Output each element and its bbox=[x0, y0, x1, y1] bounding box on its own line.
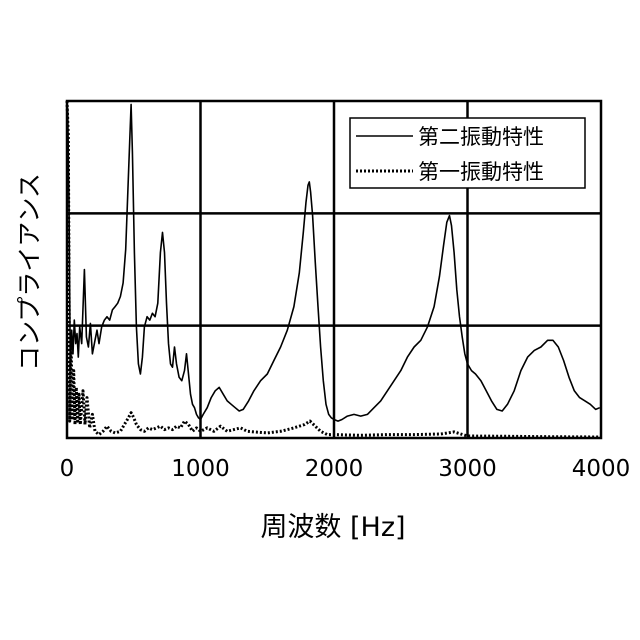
x-tick-labels: 0 1000 2000 3000 4000 bbox=[60, 456, 631, 482]
x-tick-label: 2000 bbox=[305, 456, 364, 482]
x-tick-label: 1000 bbox=[171, 456, 230, 482]
x-tick-label: 3000 bbox=[438, 456, 497, 482]
legend: 第二振動特性 第一振動特性 bbox=[350, 118, 585, 188]
x-tick-label: 4000 bbox=[572, 456, 631, 482]
legend-label-first: 第一振動特性 bbox=[418, 160, 544, 184]
y-axis-label: コンプライアンス bbox=[15, 173, 44, 371]
x-axis-label: 周波数 [Hz] bbox=[260, 512, 405, 543]
legend-label-second: 第二振動特性 bbox=[418, 125, 544, 149]
x-tick-label: 0 bbox=[60, 456, 75, 482]
